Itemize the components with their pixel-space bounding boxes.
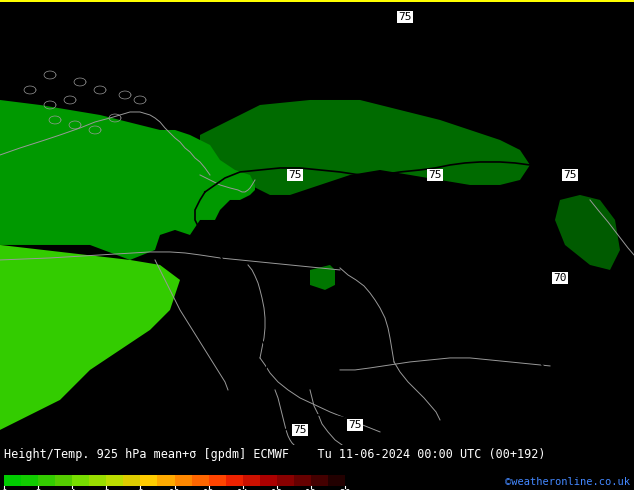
Bar — [4, 475, 21, 486]
Text: 10: 10 — [169, 489, 181, 490]
Text: 4: 4 — [69, 489, 75, 490]
Bar — [72, 475, 89, 486]
Text: 2: 2 — [35, 489, 41, 490]
Text: 12: 12 — [203, 489, 214, 490]
Bar — [191, 475, 209, 486]
Bar — [124, 475, 140, 486]
Text: 75: 75 — [398, 12, 411, 22]
Polygon shape — [0, 100, 255, 260]
Text: 6: 6 — [103, 489, 109, 490]
Bar — [209, 475, 226, 486]
Text: 75: 75 — [563, 170, 577, 180]
Bar — [140, 475, 157, 486]
Text: 7: 7 — [624, 300, 630, 310]
Text: 8: 8 — [138, 489, 143, 490]
Bar — [0, 0, 634, 2]
Text: 75: 75 — [288, 170, 302, 180]
Text: 75: 75 — [294, 425, 307, 435]
Bar — [107, 475, 124, 486]
Bar — [157, 475, 174, 486]
Bar — [311, 475, 328, 486]
Bar — [174, 475, 191, 486]
Text: 16: 16 — [271, 489, 283, 490]
Text: 0: 0 — [1, 489, 7, 490]
Bar — [243, 475, 260, 486]
Text: 70: 70 — [553, 273, 567, 283]
Bar — [260, 475, 277, 486]
Text: 75: 75 — [428, 170, 442, 180]
Bar — [89, 475, 107, 486]
Text: 75: 75 — [348, 420, 362, 430]
Bar — [277, 475, 294, 486]
Text: ©weatheronline.co.uk: ©weatheronline.co.uk — [505, 477, 630, 487]
Polygon shape — [310, 265, 335, 290]
Polygon shape — [200, 100, 530, 195]
Text: 14: 14 — [237, 489, 249, 490]
Bar — [38, 475, 55, 486]
Text: 20: 20 — [339, 489, 351, 490]
Text: 5: 5 — [624, 2, 630, 12]
Bar — [226, 475, 243, 486]
Bar — [55, 475, 72, 486]
Bar — [21, 475, 38, 486]
Text: Height/Temp. 925 hPa mean+σ [gpdm] ECMWF    Tu 11-06-2024 00:00 UTC (00+192): Height/Temp. 925 hPa mean+σ [gpdm] ECMWF… — [4, 448, 545, 461]
Text: 18: 18 — [305, 489, 317, 490]
Bar — [328, 475, 345, 486]
Polygon shape — [555, 195, 620, 270]
Bar — [294, 475, 311, 486]
Polygon shape — [0, 245, 180, 445]
